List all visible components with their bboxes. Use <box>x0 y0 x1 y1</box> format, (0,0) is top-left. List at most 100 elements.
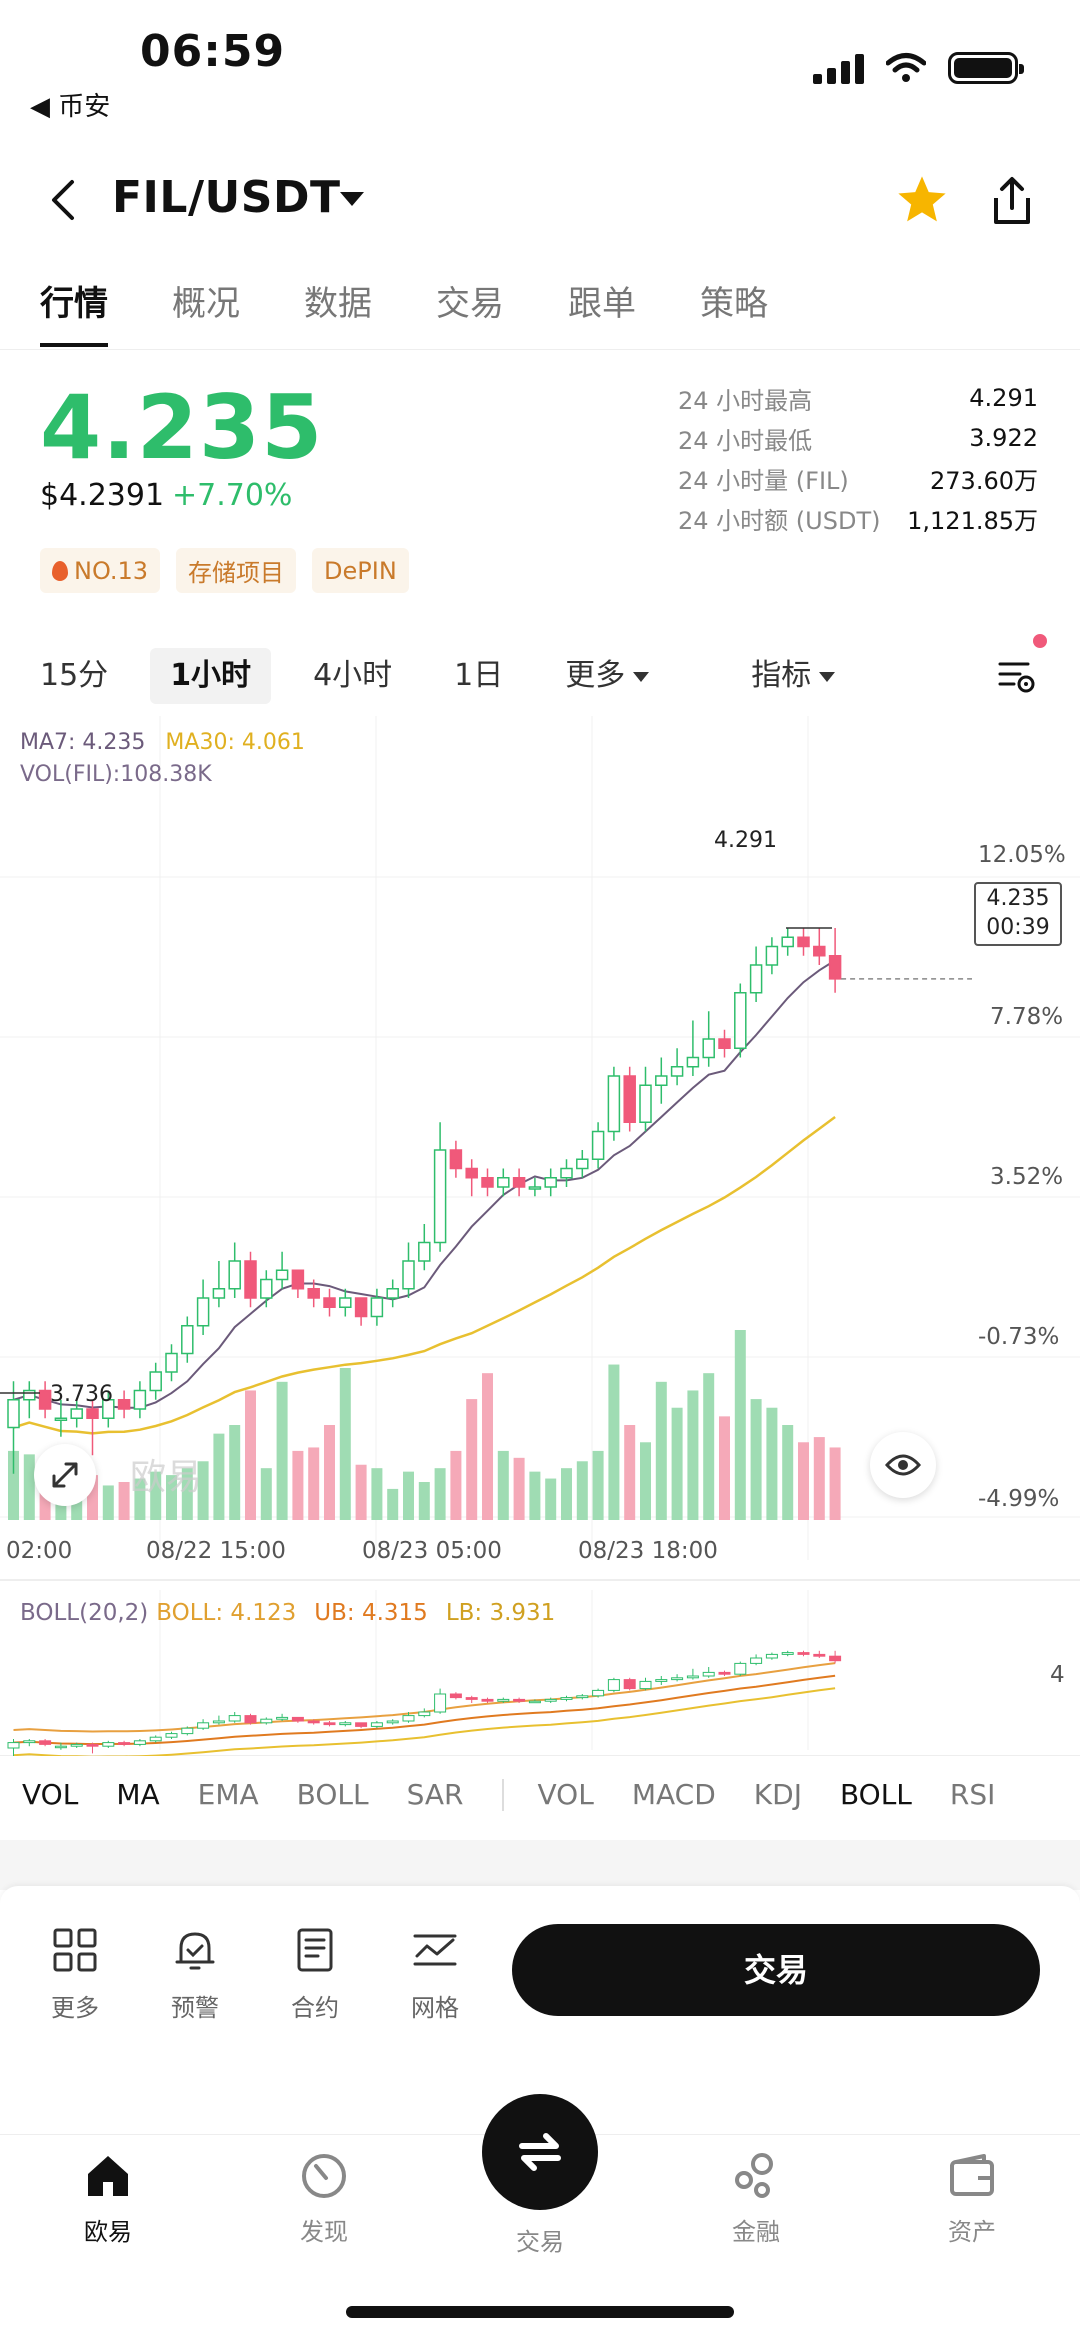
interval-4h[interactable]: 4小时 <box>313 658 393 693</box>
interval-15m[interactable]: 15分 <box>40 658 109 693</box>
candle-body <box>734 992 747 1049</box>
nav-home[interactable]: 欧易 <box>48 2150 168 2247</box>
boll-candle-body <box>307 1720 320 1724</box>
tab-market[interactable]: 行情 <box>40 276 108 347</box>
interval-more[interactable]: 更多 <box>545 648 669 704</box>
boll-candle-body <box>607 1679 620 1691</box>
boll-candle-body <box>149 1736 162 1742</box>
volume-bar <box>197 1461 209 1520</box>
volume-bar <box>23 1454 35 1520</box>
candle-body <box>86 1408 99 1419</box>
boll-candle-body <box>781 1652 794 1655</box>
finance-icon <box>735 2153 773 2198</box>
candle-body <box>370 1297 384 1318</box>
tab-trade[interactable]: 交易 <box>436 284 504 324</box>
candle-body <box>749 964 763 994</box>
candle-body <box>813 945 826 957</box>
back-arrow-icon[interactable] <box>48 178 78 222</box>
contract-action[interactable]: 合约 <box>270 1926 360 2023</box>
main-tabs: 行情 概况 数据 交易 跟单 策略 <box>40 276 832 347</box>
more-caret-icon <box>633 671 650 682</box>
volume-bar <box>829 1447 841 1520</box>
ma-legend: MA7: 4.235 MA30: 4.061 <box>20 730 305 755</box>
candlestick-chart[interactable] <box>0 716 1080 1756</box>
boll-candle-body <box>86 1743 99 1747</box>
candle-body <box>102 1399 115 1419</box>
volume-bar <box>561 1468 572 1520</box>
volume-bar <box>750 1399 762 1520</box>
ma30-value: MA30: 4.061 <box>165 730 305 755</box>
boll-candle-body <box>54 1745 67 1749</box>
home-indicator <box>346 2306 734 2318</box>
nav-discover[interactable]: 发现 <box>264 2150 384 2247</box>
pair-title[interactable]: FIL/USDT <box>112 172 341 223</box>
tab-strategy[interactable]: 策略 <box>700 284 768 324</box>
boll-candle-body <box>623 1679 636 1690</box>
share-icon[interactable] <box>990 176 1034 226</box>
tag-list: NO.13 存储项目 DePIN <box>40 548 409 593</box>
indicator-macd[interactable]: MACD <box>631 1778 716 1811</box>
tab-data[interactable]: 数据 <box>304 284 372 324</box>
candle-body <box>449 1149 463 1170</box>
nav-finance[interactable]: 金融 <box>696 2150 816 2247</box>
candle-body <box>339 1297 352 1308</box>
boll-candle-body <box>528 1700 541 1704</box>
candle-body <box>655 1075 668 1086</box>
boll-candle-body <box>165 1733 178 1738</box>
boll-candle-body <box>813 1653 826 1657</box>
trade-button[interactable]: 交易 <box>512 1924 1040 2016</box>
boll-mid-band <box>13 1674 836 1746</box>
volume-bar <box>102 1485 114 1520</box>
indicator-ma[interactable]: MA <box>116 1778 160 1811</box>
indicator-dropdown[interactable]: 指标 <box>731 648 855 704</box>
boll-candle-body <box>276 1716 289 1720</box>
indicator-kdj[interactable]: KDJ <box>753 1778 802 1811</box>
signal-icon <box>813 52 864 84</box>
candle-body <box>670 1066 684 1077</box>
alert-action[interactable]: 预警 <box>150 1926 240 2023</box>
nav-trade-fab[interactable] <box>482 2094 598 2210</box>
indicator-sar[interactable]: SAR <box>406 1778 464 1811</box>
volume-bar <box>624 1425 636 1520</box>
tab-copy-trade[interactable]: 跟单 <box>568 284 636 324</box>
interval-1d[interactable]: 1日 <box>454 658 504 693</box>
indicator-rsi[interactable]: RSI <box>949 1778 996 1811</box>
indicator-ema[interactable]: EMA <box>197 1778 259 1811</box>
volume-bar <box>166 1475 177 1520</box>
grid-bot-action[interactable]: 网格 <box>390 1926 480 2023</box>
candle-body <box>117 1399 131 1410</box>
candle-body <box>481 1177 494 1188</box>
indicator-vol-main[interactable]: VOL <box>22 1778 79 1811</box>
indicator-boll-sub[interactable]: BOLL <box>839 1778 912 1811</box>
indicator-boll-main[interactable]: BOLL <box>296 1778 369 1811</box>
boll-legend: BOLL(20,2) BOLL: 4.123 UB: 4.315 LB: 3.931 <box>20 1600 556 1626</box>
candle-body <box>196 1297 210 1327</box>
y-axis-label: -4.99% <box>978 1486 1060 1512</box>
indicator-caret-icon <box>819 671 836 682</box>
rank-tag[interactable]: NO.13 <box>40 548 161 593</box>
volume-bar <box>813 1437 825 1520</box>
candle-body <box>433 1149 447 1244</box>
tab-overview[interactable]: 概况 <box>172 284 240 324</box>
category-tag[interactable]: 存储项目 <box>176 548 297 593</box>
volume-bar <box>213 1433 225 1520</box>
boll-candle-body <box>291 1716 304 1722</box>
more-action[interactable]: 更多 <box>30 1926 120 2023</box>
sector-tag[interactable]: DePIN <box>312 548 409 593</box>
pair-dropdown-icon[interactable] <box>340 192 364 206</box>
indicator-vol-sub[interactable]: VOL <box>537 1778 594 1811</box>
boll-candle-body <box>544 1698 557 1702</box>
chart-settings-icon[interactable] <box>996 656 1036 696</box>
candle-body <box>465 1167 478 1179</box>
back-to-app[interactable]: ◀ 币安 <box>30 92 111 122</box>
nav-assets[interactable]: 资产 <box>912 2150 1032 2247</box>
toggle-visibility-button[interactable] <box>870 1432 936 1498</box>
grid-menu-icon <box>53 1928 97 1972</box>
candle-body <box>828 955 842 980</box>
candle-body <box>133 1389 147 1410</box>
candle-body <box>702 1038 715 1059</box>
low-marker-label: 3.736 <box>50 1382 113 1407</box>
interval-1h[interactable]: 1小时 <box>150 648 272 704</box>
favorite-star-icon[interactable] <box>895 174 949 226</box>
expand-chart-button[interactable] <box>34 1444 96 1506</box>
